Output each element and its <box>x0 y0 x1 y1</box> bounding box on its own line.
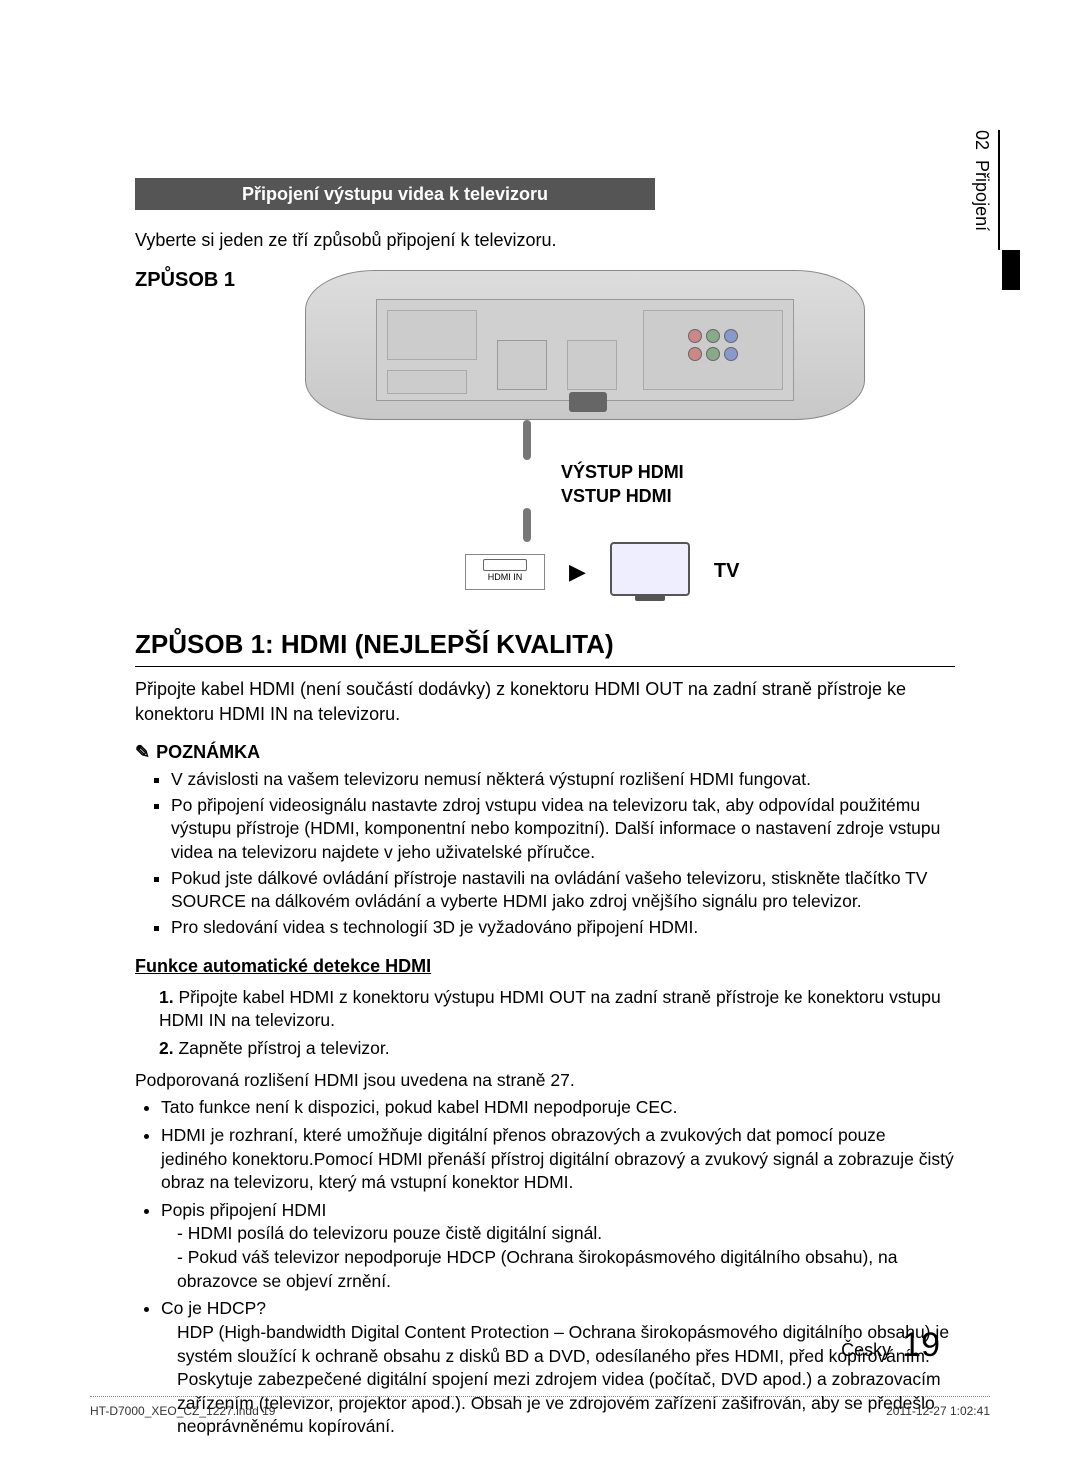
footer-datetime: 2011-12-27 1:02:41 <box>886 1403 990 1419</box>
side-index-mark <box>1002 250 1020 290</box>
step-item: 1. Připojte kabel HDMI z konektoru výstu… <box>159 986 955 1033</box>
arrow-right-icon: ▶ <box>569 557 586 587</box>
method-1-para: Připojte kabel HDMI (není součástí dodáv… <box>135 677 955 726</box>
hdmi-autodetect-heading: Funkce automatické detekce HDMI <box>135 954 955 978</box>
page-number: Česky 19 <box>841 1323 940 1369</box>
note-item: V závislosti na vašem televizoru nemusí … <box>171 768 955 792</box>
chapter-title: Připojení <box>972 160 992 231</box>
method-1-label: ZPŮSOB 1 <box>135 267 235 294</box>
chapter-num: 02 <box>972 130 992 150</box>
note-item: Po připojení videosignálu nastavte zdroj… <box>171 794 955 865</box>
notes-list: V závislosti na vašem televizoru nemusí … <box>171 768 955 939</box>
page-lang: Česky <box>841 1340 891 1360</box>
page-num: 19 <box>902 1326 940 1364</box>
bullet-item: HDMI je rozhraní, které umožňuje digitál… <box>161 1124 955 1195</box>
hdmi-cable-bottom <box>523 508 531 542</box>
after-steps-text: Podporovaná rozlišení HDMI jsou uvedena … <box>135 1069 955 1093</box>
device-rear-panel <box>305 270 865 420</box>
hdmi-cable-top <box>523 420 531 460</box>
page-content: Připojení výstupu videa k televizoru Vyb… <box>135 178 955 1443</box>
side-chapter-tab: 02 Připojení <box>970 130 1000 250</box>
steps-list: 1. Připojte kabel HDMI z konektoru výstu… <box>159 986 955 1061</box>
note-item: Pokud jste dálkové ovládání přístroje na… <box>171 867 955 914</box>
footer-file: HT-D7000_XEO_CZ_1227.indd 19 <box>90 1403 275 1419</box>
footer-meta: HT-D7000_XEO_CZ_1227.indd 19 2011-12-27 … <box>90 1396 990 1419</box>
section-title-bar: Připojení výstupu videa k televizoru <box>135 178 655 210</box>
method-1-heading: ZPŮSOB 1: HDMI (NEJLEPŠÍ KVALITA) <box>135 627 955 667</box>
note-item: Pro sledování videa s technologií 3D je … <box>171 916 955 940</box>
bullet-item: Tato funkce není k dispozici, pokud kabe… <box>161 1096 955 1120</box>
hdmi-in-port-label: HDMI IN <box>488 572 523 582</box>
tv-icon <box>610 542 690 601</box>
tv-label: TV <box>714 558 740 585</box>
step-item: 2. Zapněte přístroj a televizor. <box>159 1037 955 1061</box>
hdmi-in-port-box: HDMI IN <box>465 554 545 590</box>
note-heading: POZNÁMKA <box>135 740 955 764</box>
connection-diagram: VÝSTUP HDMI VSTUP HDMI HDMI IN ▶ TV <box>305 270 865 602</box>
info-bullets: Tato funkce není k dispozici, pokud kabe… <box>151 1096 955 1439</box>
hdmi-out-label: VÝSTUP HDMI <box>555 460 865 484</box>
bullet-item: Popis připojení HDMI - HDMI posílá do te… <box>161 1199 955 1294</box>
intro-text: Vyberte si jeden ze tří způsobů připojen… <box>135 228 955 252</box>
hdmi-in-label: VSTUP HDMI <box>555 484 865 508</box>
hdmi-out-port <box>569 392 607 412</box>
